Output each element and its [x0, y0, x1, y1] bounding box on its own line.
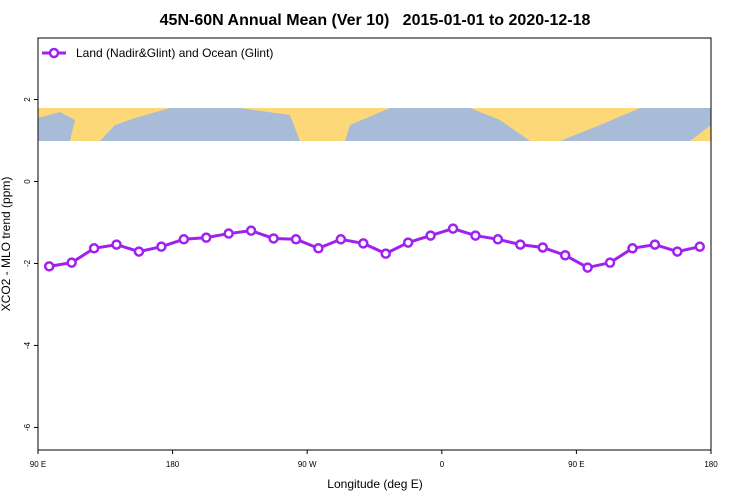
legend-marker [48, 47, 60, 59]
data-point [515, 239, 526, 250]
x-tick-label: 180 [704, 460, 718, 469]
data-point [178, 234, 190, 245]
data-point [111, 239, 122, 250]
data-point [133, 246, 145, 257]
x-tick-label: 90 E [30, 460, 46, 469]
data-point [335, 234, 347, 245]
data-point [582, 262, 593, 273]
data-point [672, 246, 683, 257]
legend: Land (Nadir&Glint) and Ocean (Glint) [42, 46, 273, 60]
data-point [268, 233, 279, 244]
y-tick-label: -2 [23, 259, 32, 267]
data-point [156, 241, 167, 252]
data-point [358, 238, 369, 249]
x-tick-label: 180 [166, 460, 180, 469]
data-point [425, 230, 436, 241]
y-tick-label: 2 [23, 97, 32, 102]
data-point [201, 232, 212, 243]
legend-label: Land (Nadir&Glint) and Ocean (Glint) [76, 46, 273, 60]
x-tick-label: 90 W [298, 460, 317, 469]
x-tick-label: 90 E [568, 460, 584, 469]
chart-title: 45N-60N Annual Mean (Ver 10) 2015-01-01 … [160, 12, 591, 29]
data-point [402, 237, 414, 248]
plot-frame [37, 37, 712, 451]
data-point [447, 223, 459, 234]
data-point [649, 239, 661, 250]
data-point [604, 257, 616, 268]
series-line [48, 227, 701, 270]
data-point [380, 248, 391, 259]
data-point [43, 261, 55, 272]
data-point [223, 228, 234, 239]
data-point [492, 234, 504, 245]
data-point [627, 243, 638, 254]
data-point [559, 250, 571, 261]
y-tick-label: -4 [23, 341, 32, 349]
map-ocean [38, 108, 711, 141]
data-point [245, 225, 257, 236]
y-tick-label: -6 [23, 423, 32, 431]
y-tick-label: 0 [23, 179, 32, 184]
map-strip [38, 108, 711, 141]
data-point [313, 243, 324, 254]
y-axis-label: XCO2 - MLO trend (ppm) [0, 177, 13, 312]
data-point [694, 241, 706, 252]
data-point [88, 243, 100, 254]
data-point [537, 242, 548, 253]
data-point [290, 234, 302, 245]
x-axis-label: Longitude (deg E) [327, 477, 422, 491]
data-point [66, 257, 77, 268]
x-tick-label: 0 [440, 460, 445, 469]
data-point [470, 230, 481, 241]
